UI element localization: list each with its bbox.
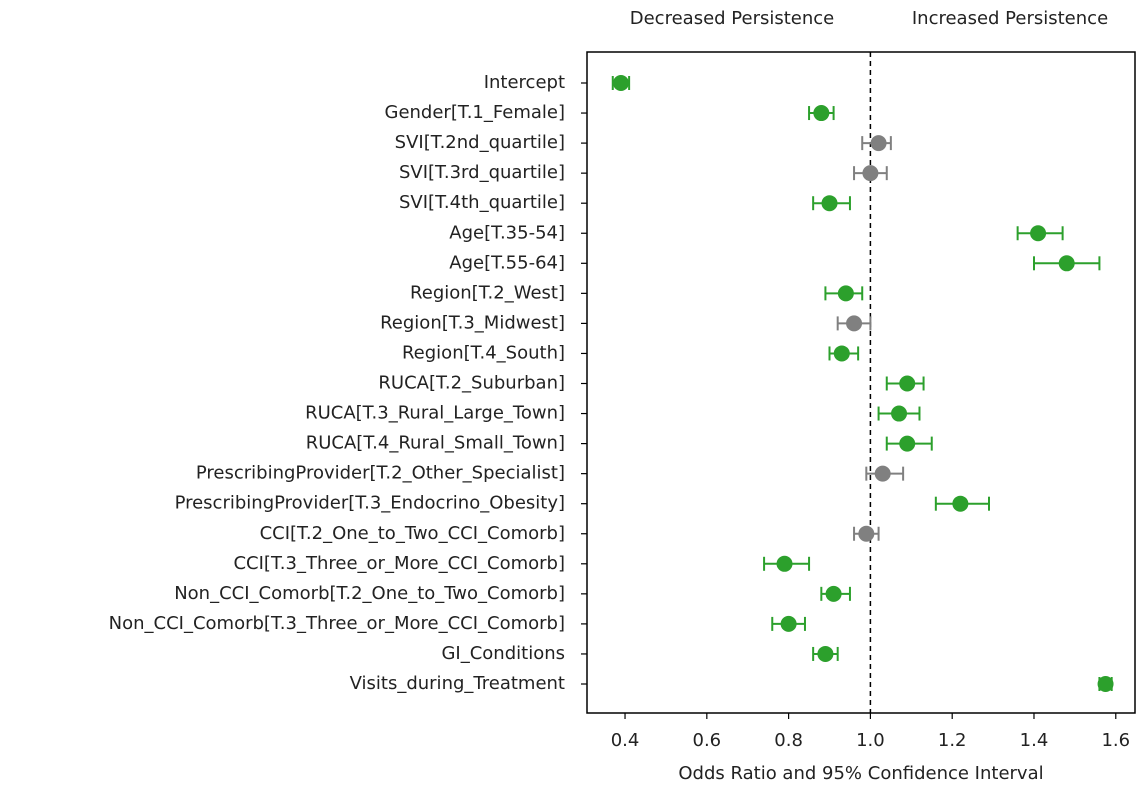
y-tick-label: Intercept	[484, 72, 565, 93]
point	[776, 555, 793, 572]
point	[874, 465, 891, 482]
point	[858, 525, 875, 542]
x-tick-label: 1.4	[1020, 730, 1049, 751]
point	[862, 165, 879, 182]
x-tick-label: 0.4	[611, 730, 640, 751]
point	[837, 285, 854, 302]
plot-frame	[586, 51, 1136, 714]
y-tick-label: Region[T.4_South]	[402, 342, 565, 363]
y-tick-label: Age[T.55-64]	[449, 252, 565, 273]
annotation: Decreased Persistence	[630, 8, 835, 29]
y-tick-label: Age[T.35-54]	[449, 222, 565, 243]
annotation: Increased Persistence	[912, 8, 1108, 29]
y-tick-label: CCI[T.3_Three_or_More_CCI_Comorb]	[233, 553, 565, 574]
x-tick-label: 1.2	[938, 730, 967, 751]
point	[846, 315, 863, 332]
y-tick-label: CCI[T.2_One_to_Two_CCI_Comorb]	[260, 523, 565, 544]
y-tick-label: Visits_during_Treatment	[350, 673, 565, 694]
point	[821, 195, 838, 212]
y-tick-label: Non_CCI_Comorb[T.2_One_to_Two_Comorb]	[174, 583, 565, 604]
y-tick-label: RUCA[T.3_Rural_Large_Town]	[305, 403, 565, 424]
point	[1097, 676, 1114, 692]
y-tick-label: SVI[T.2nd_quartile]	[395, 132, 565, 153]
y-tick-label: Non_CCI_Comorb[T.3_Three_or_More_CCI_Com…	[109, 613, 565, 634]
y-tick-label: RUCA[T.4_Rural_Small_Town]	[306, 433, 565, 454]
point	[612, 75, 629, 91]
point	[1058, 255, 1075, 272]
x-tick-label: 0.6	[693, 730, 722, 751]
x-tick-label: 0.8	[774, 730, 803, 751]
y-tick-label: GI_Conditions	[441, 643, 565, 664]
y-tick-label: PrescribingProvider[T.3_Endocrino_Obesit…	[175, 493, 565, 514]
x-tick-label: 1.6	[1101, 730, 1130, 751]
y-tick-label: Region[T.3_Midwest]	[380, 312, 565, 333]
x-tick-label: 1.0	[856, 730, 885, 751]
point	[891, 405, 908, 422]
point	[780, 615, 797, 632]
point	[833, 345, 850, 362]
y-tick-label: Region[T.2_West]	[410, 282, 565, 303]
y-tick-label: SVI[T.4th_quartile]	[399, 192, 565, 213]
point	[899, 435, 916, 452]
y-tick-label: Gender[T.1_Female]	[385, 102, 566, 123]
point	[817, 645, 834, 662]
point	[813, 105, 830, 122]
y-tick-label: PrescribingProvider[T.2_Other_Specialist…	[196, 463, 565, 484]
point	[825, 585, 842, 602]
point	[870, 135, 887, 152]
point	[899, 375, 916, 392]
y-tick-label: SVI[T.3rd_quartile]	[399, 162, 565, 183]
x-axis-label: Odds Ratio and 95% Confidence Interval	[678, 763, 1043, 784]
point	[1030, 225, 1047, 242]
y-tick-label: RUCA[T.2_Suburban]	[378, 373, 565, 394]
point	[952, 495, 969, 512]
